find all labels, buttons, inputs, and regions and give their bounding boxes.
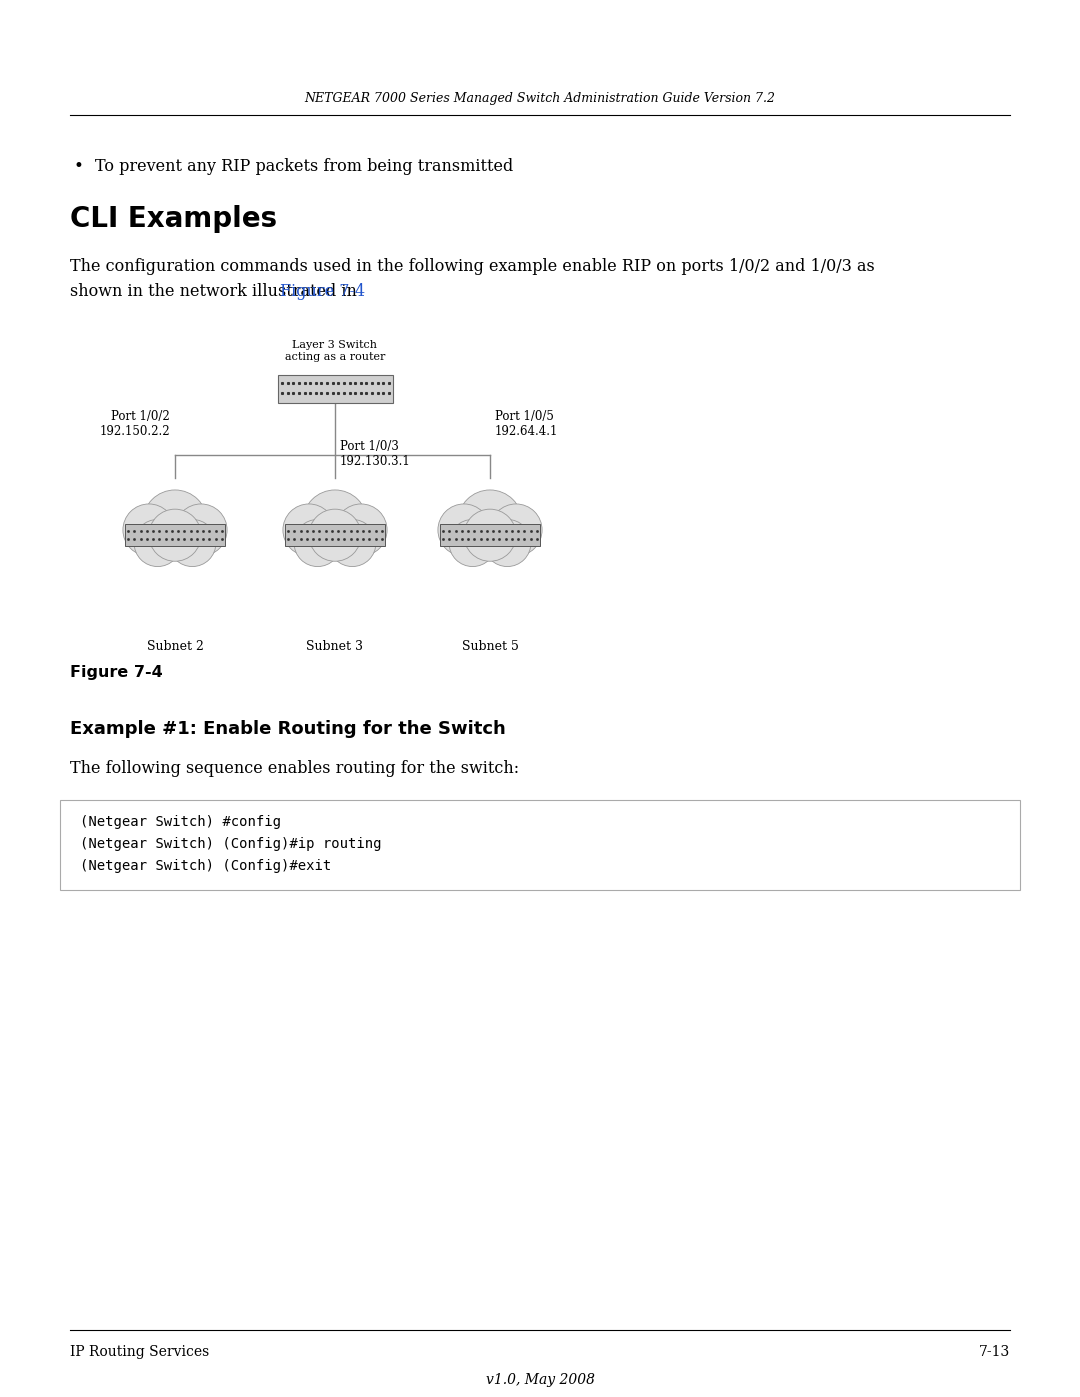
Circle shape <box>294 520 341 567</box>
Text: Subnet 3: Subnet 3 <box>307 640 364 652</box>
Circle shape <box>490 504 542 556</box>
Text: (Netgear Switch) (Config)#ip routing: (Netgear Switch) (Config)#ip routing <box>80 837 381 851</box>
Circle shape <box>302 490 367 555</box>
Text: (Netgear Switch) #config: (Netgear Switch) #config <box>80 814 281 828</box>
Circle shape <box>309 509 361 562</box>
Text: Subnet 2: Subnet 2 <box>147 640 203 652</box>
Text: Port 1/0/2
192.150.2.2: Port 1/0/2 192.150.2.2 <box>99 409 170 439</box>
FancyBboxPatch shape <box>125 524 225 546</box>
Ellipse shape <box>270 489 400 571</box>
Circle shape <box>335 504 387 556</box>
FancyBboxPatch shape <box>440 524 540 546</box>
Text: IP Routing Services: IP Routing Services <box>70 1345 210 1359</box>
Circle shape <box>168 520 216 567</box>
Circle shape <box>449 520 496 567</box>
Text: The following sequence enables routing for the switch:: The following sequence enables routing f… <box>70 760 519 777</box>
Circle shape <box>134 520 181 567</box>
Text: Figure 7-4: Figure 7-4 <box>70 665 163 680</box>
Text: To prevent any RIP packets from being transmitted: To prevent any RIP packets from being tr… <box>95 158 513 175</box>
Circle shape <box>464 509 516 562</box>
Ellipse shape <box>424 489 555 571</box>
Circle shape <box>437 504 490 556</box>
Circle shape <box>328 520 376 567</box>
Circle shape <box>123 504 175 556</box>
Ellipse shape <box>110 489 240 571</box>
Text: acting as a router: acting as a router <box>285 352 386 362</box>
FancyBboxPatch shape <box>285 524 384 546</box>
Circle shape <box>143 490 207 555</box>
Text: Figure 7-4: Figure 7-4 <box>280 284 365 300</box>
Text: 7-13: 7-13 <box>978 1345 1010 1359</box>
Circle shape <box>484 520 531 567</box>
Text: shown in the network illustrated in: shown in the network illustrated in <box>70 284 362 300</box>
Text: CLI Examples: CLI Examples <box>70 205 278 233</box>
Circle shape <box>458 490 523 555</box>
Text: Port 1/0/5
192.64.4.1: Port 1/0/5 192.64.4.1 <box>495 409 558 439</box>
Text: Example #1: Enable Routing for the Switch: Example #1: Enable Routing for the Switc… <box>70 719 505 738</box>
Text: Port 1/0/3
192.130.3.1: Port 1/0/3 192.130.3.1 <box>340 440 410 468</box>
FancyBboxPatch shape <box>278 374 393 402</box>
Circle shape <box>175 504 227 556</box>
Text: •: • <box>73 158 83 175</box>
Circle shape <box>283 504 335 556</box>
Text: Layer 3 Switch: Layer 3 Switch <box>293 339 378 351</box>
Circle shape <box>149 509 201 562</box>
Text: v1.0, May 2008: v1.0, May 2008 <box>486 1373 594 1387</box>
Text: NETGEAR 7000 Series Managed Switch Administration Guide Version 7.2: NETGEAR 7000 Series Managed Switch Admin… <box>305 92 775 105</box>
Text: Subnet 5: Subnet 5 <box>461 640 518 652</box>
Text: The configuration commands used in the following example enable RIP on ports 1/0: The configuration commands used in the f… <box>70 258 875 275</box>
FancyBboxPatch shape <box>60 800 1020 890</box>
Text: (Netgear Switch) (Config)#exit: (Netgear Switch) (Config)#exit <box>80 859 332 873</box>
